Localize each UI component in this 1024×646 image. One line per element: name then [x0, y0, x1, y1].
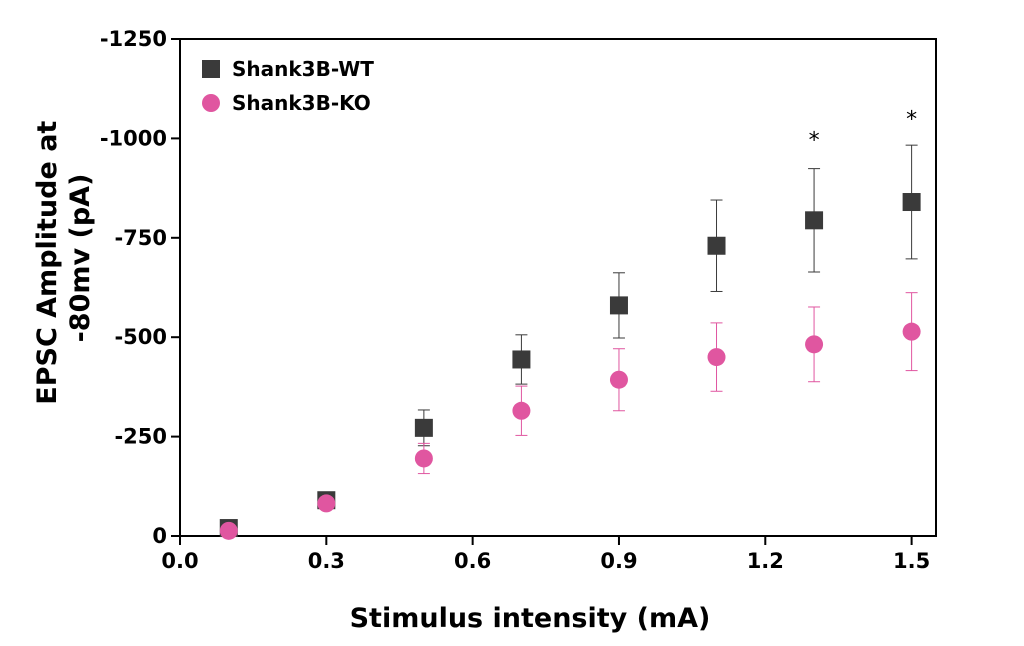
data-point-circle — [512, 401, 531, 420]
data-point-circle — [414, 449, 433, 468]
y-axis-label-line-2: -80mv (pA) — [65, 174, 96, 343]
data-point-square — [512, 350, 531, 369]
x-tick-label: 0.0 — [161, 549, 198, 573]
series-2 — [219, 292, 921, 540]
data-point-circle — [219, 521, 238, 540]
legend-label: Shank3B-WT — [232, 57, 374, 81]
x-axis: 0.0 0.3 0.6 0.9 1.2 1.5 — [161, 536, 930, 573]
data-point-square — [609, 296, 628, 315]
y-tick-label: -750 — [114, 226, 167, 250]
y-axis: 0 -250 -500 -750 -1000 -1250 — [100, 27, 180, 548]
plot-area — [179, 38, 937, 537]
data-point-square — [902, 193, 921, 212]
data-point-circle — [609, 370, 628, 389]
y-axis-label: EPSC Amplitude at -80mv (pA) — [32, 111, 96, 404]
data-point-square — [707, 236, 726, 255]
data-point-square — [805, 211, 824, 230]
data-point-circle — [805, 335, 824, 354]
y-axis-label-line-1: EPSC Amplitude at — [32, 121, 63, 405]
y-tick-label: -1000 — [100, 126, 167, 150]
y-tick-label: -1250 — [100, 27, 167, 51]
x-axis-label: Stimulus intensity (mA) — [350, 603, 711, 634]
series-layer — [219, 144, 921, 540]
x-tick-label: 0.6 — [454, 549, 491, 573]
data-point-circle — [317, 494, 336, 513]
legend-marker-square — [202, 60, 220, 78]
x-tick-label: 0.3 — [308, 549, 345, 573]
legend-label: Shank3B-KO — [232, 91, 371, 115]
significance-marker: * — [906, 107, 917, 132]
annotation-layer: ** — [809, 107, 918, 153]
x-tick-label: 0.9 — [600, 549, 637, 573]
x-tick-label: 1.5 — [893, 549, 930, 573]
legend-marker-circle — [202, 94, 220, 112]
data-point-square — [414, 418, 433, 437]
data-point-circle — [902, 322, 921, 341]
significance-marker: * — [809, 128, 820, 153]
y-tick-label: 0 — [152, 524, 167, 548]
y-tick-label: -250 — [114, 425, 167, 449]
x-tick-label: 1.2 — [747, 549, 784, 573]
data-point-circle — [707, 348, 726, 367]
legend: Shank3B-WT Shank3B-KO — [202, 57, 374, 115]
y-tick-label: -500 — [114, 325, 167, 349]
